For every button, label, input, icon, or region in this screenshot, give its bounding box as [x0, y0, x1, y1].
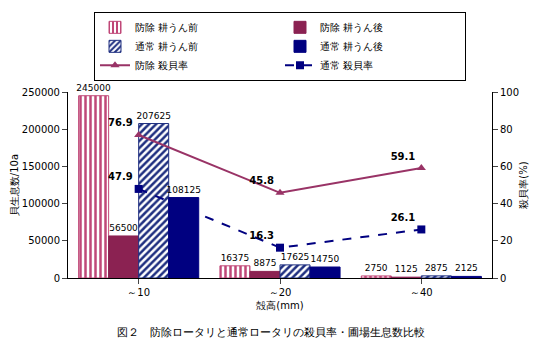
- svg-text:2750: 2750: [365, 263, 388, 273]
- svg-text:1125: 1125: [395, 264, 418, 274]
- svg-text:108125: 108125: [167, 185, 201, 195]
- svg-text:～20: ～20: [269, 287, 292, 298]
- svg-text:207625: 207625: [137, 111, 171, 121]
- svg-text:56500: 56500: [109, 223, 138, 233]
- svg-text:16375: 16375: [221, 253, 250, 263]
- svg-text:16.3: 16.3: [249, 230, 274, 241]
- svg-text:40: 40: [500, 198, 513, 209]
- svg-text:14750: 14750: [311, 254, 340, 264]
- svg-text:殻高(mm): 殻高(mm): [256, 300, 303, 311]
- svg-text:2875: 2875: [425, 263, 448, 273]
- svg-text:図２ 防除ロータリと通常ロータリの殺貝率・圃場生息数比較: 図２ 防除ロータリと通常ロータリの殺貝率・圃場生息数比較: [117, 326, 425, 339]
- svg-text:50000: 50000: [28, 235, 60, 246]
- svg-text:100: 100: [500, 87, 519, 98]
- svg-text:200000: 200000: [22, 124, 60, 135]
- svg-text:貝生息数/10a: 貝生息数/10a: [9, 154, 20, 216]
- svg-text:防除 耕うん前: 防除 耕うん前: [135, 22, 198, 33]
- svg-text:150000: 150000: [22, 161, 60, 172]
- svg-text:60: 60: [500, 161, 513, 172]
- svg-text:47.9: 47.9: [108, 171, 133, 182]
- svg-text:0: 0: [500, 273, 506, 284]
- svg-text:0: 0: [54, 273, 60, 284]
- svg-text:245000: 245000: [76, 83, 111, 93]
- svg-text:防除 殺貝率: 防除 殺貝率: [135, 60, 188, 71]
- svg-text:26.1: 26.1: [391, 212, 416, 223]
- svg-text:17625: 17625: [281, 252, 310, 262]
- svg-text:76.9: 76.9: [108, 117, 133, 128]
- svg-text:2125: 2125: [455, 263, 478, 273]
- svg-text:20: 20: [500, 235, 513, 246]
- svg-text:通常 耕うん前: 通常 耕うん前: [135, 41, 198, 52]
- svg-text:250000: 250000: [22, 87, 60, 98]
- svg-text:100000: 100000: [22, 198, 60, 209]
- svg-text:通常 殺貝率: 通常 殺貝率: [320, 60, 373, 71]
- svg-text:8875: 8875: [254, 258, 277, 268]
- svg-text:～40: ～40: [410, 287, 433, 298]
- svg-text:59.1: 59.1: [391, 151, 416, 162]
- svg-text:通常 耕うん後: 通常 耕うん後: [320, 41, 383, 52]
- svg-text:～10: ～10: [127, 287, 150, 298]
- svg-text:80: 80: [500, 124, 513, 135]
- svg-text:45.8: 45.8: [249, 175, 274, 186]
- svg-text:防除 耕うん後: 防除 耕うん後: [320, 22, 383, 33]
- svg-text:殺貝率(%): 殺貝率(%): [518, 161, 529, 208]
